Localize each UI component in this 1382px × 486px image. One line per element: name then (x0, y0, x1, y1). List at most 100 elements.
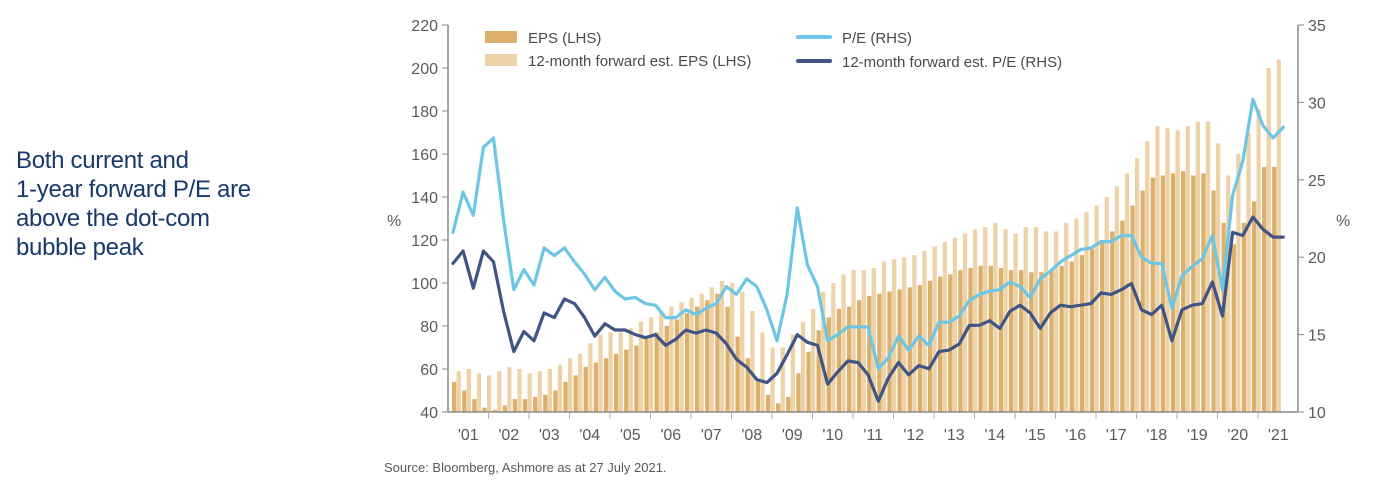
headline-line-2: 1-year forward P/E are (16, 176, 251, 203)
eps-bar (533, 396, 538, 412)
fwd-eps-bar (578, 353, 583, 412)
headline-line-1: Both current and (16, 147, 189, 174)
right-axis-unit: % (1336, 213, 1350, 230)
fwd-eps-bar (1104, 197, 1109, 412)
fwd-eps-bar (719, 280, 725, 412)
x-axis-tick-label: '15 (1025, 427, 1046, 444)
eps-bar (998, 267, 1004, 412)
left-axis-tick-label: 200 (411, 61, 438, 78)
legend-swatch-eps (485, 31, 517, 43)
eps-bar (765, 394, 771, 412)
left-axis-tick-label: 220 (411, 18, 438, 35)
eps-bar (1241, 222, 1247, 412)
fwd-eps-bar (729, 283, 735, 412)
x-axis-tick-label: '09 (782, 427, 803, 444)
eps-bar (755, 379, 761, 412)
eps-bar (938, 276, 943, 412)
fwd-eps-bar (1053, 231, 1059, 412)
eps-bar (664, 326, 669, 412)
eps-bar (1262, 166, 1267, 412)
fwd-eps-bar (760, 332, 765, 412)
eps-bar (725, 306, 730, 412)
fwd-eps-bar (476, 373, 482, 412)
x-axis-tick-label: '01 (458, 427, 479, 444)
fwd-eps-bar (993, 222, 998, 412)
fwd-eps-bar (689, 298, 694, 412)
headline: Both current and 1-year forward P/E are … (16, 146, 316, 262)
fwd-eps-bar (810, 308, 816, 412)
headline-line-3: above the dot-com (16, 205, 210, 232)
fwd-eps-bar (1195, 121, 1201, 412)
fwd-eps-bar (456, 371, 461, 412)
fwd-eps-bar (679, 302, 684, 412)
fwd-eps-bar (699, 293, 704, 412)
eps-bar (654, 332, 659, 412)
bars-group (452, 59, 1282, 413)
fwd-eps-bar (871, 267, 877, 412)
axes-group: 40 60 80 100 120 140 160 180 200 220 10 15 20 25 30 35 '… (411, 18, 1326, 444)
eps-bar (593, 362, 599, 412)
fwd-eps-bar (567, 358, 573, 412)
eps-bar (644, 338, 649, 412)
eps-bar (1110, 231, 1115, 412)
eps-bar (614, 353, 619, 412)
fwd-eps-bar (1023, 227, 1028, 412)
lines-group (451, 97, 1285, 403)
fwd-eps-bar (1084, 212, 1089, 412)
eps-bar (1079, 255, 1085, 412)
fwd-eps-bar (547, 369, 553, 412)
eps-bar (1039, 272, 1044, 412)
fwd-eps-bar (1175, 130, 1180, 412)
left-axis-unit: % (387, 213, 401, 230)
fwd-eps-bar (598, 334, 603, 412)
eps-bar (1191, 175, 1196, 412)
fwd-eps-bar (821, 291, 826, 412)
eps-bar (1059, 265, 1064, 412)
legend-swatch-fwd-eps (485, 54, 517, 66)
fwd-eps-bar (1134, 158, 1140, 412)
left-axis-tick-label: 100 (411, 276, 438, 293)
fwd-eps-bar (780, 347, 785, 412)
right-axis-tick-label: 10 (1308, 405, 1326, 422)
eps-bar (745, 358, 750, 412)
source-note: Source: Bloomberg, Ashmore as at 27 July… (384, 460, 667, 475)
eps-bar (1140, 190, 1145, 412)
left-axis-tick-label: 80 (420, 319, 438, 336)
fwd-eps-bar (1266, 68, 1271, 412)
eps-bar (512, 399, 518, 412)
eps-bar (735, 336, 740, 412)
x-axis-tick-label: '12 (903, 427, 924, 444)
fwd-eps-bar (962, 233, 968, 412)
eps-bar (1170, 173, 1176, 412)
fwd-eps-bar (891, 259, 897, 412)
eps-bar (796, 373, 801, 412)
eps-bar (988, 265, 993, 412)
eps-bar (1231, 244, 1236, 412)
fwd-pe-line (451, 215, 1285, 403)
fwd-eps-bar (588, 343, 593, 412)
x-axis-tick-label: '16 (1065, 427, 1086, 444)
eps-bar (543, 394, 548, 412)
fwd-eps-bar (1226, 175, 1231, 412)
x-axis-tick-label: '17 (1106, 427, 1127, 444)
fwd-eps-bar (881, 261, 887, 412)
x-axis-tick-label: '14 (984, 427, 1005, 444)
fwd-eps-bar (1124, 173, 1130, 412)
eps-bar (1029, 272, 1034, 412)
left-axis-tick-label: 140 (411, 190, 438, 207)
eps-bar (1181, 171, 1186, 412)
fwd-eps-bar (770, 347, 775, 412)
eps-bar (948, 274, 953, 412)
eps-bar (1251, 201, 1257, 412)
eps-bar (553, 390, 558, 412)
eps-bar (1201, 173, 1206, 412)
eps-bar (563, 381, 568, 412)
fwd-eps-bar (1114, 186, 1120, 412)
right-axis-tick-label: 20 (1308, 250, 1326, 267)
fwd-eps-bar (790, 334, 796, 412)
eps-bar (583, 366, 588, 412)
eps-bar (1019, 270, 1024, 412)
fwd-eps-bar (1094, 205, 1099, 412)
eps-bar (634, 345, 639, 412)
